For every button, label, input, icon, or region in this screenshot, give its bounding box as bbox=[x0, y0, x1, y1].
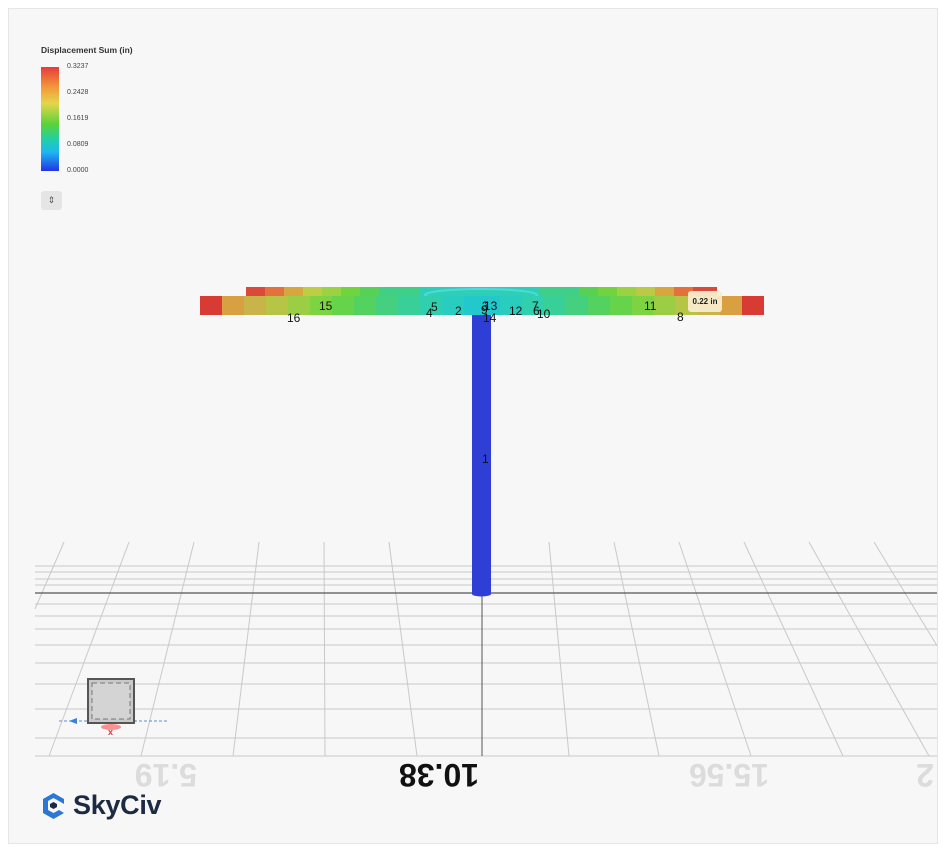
legend-color-scale bbox=[41, 67, 59, 171]
node-label-7: 7 bbox=[532, 299, 539, 313]
legend-tick-4: 0.0809 bbox=[67, 141, 89, 148]
legend-tick-max: 0.3237 bbox=[67, 63, 89, 70]
node-label-4: 4 bbox=[426, 306, 433, 320]
node-label-1: 1 bbox=[482, 452, 489, 466]
view-cube-icon[interactable]: x bbox=[57, 675, 169, 737]
model-viewport[interactable]: 5.19 10.38 15.56 2 bbox=[8, 8, 938, 844]
axis-label-5-19: 5.19 bbox=[135, 757, 197, 793]
node-label-15: 15 bbox=[319, 299, 333, 313]
node-label-8: 8 bbox=[677, 310, 684, 324]
skyciv-logo-icon bbox=[43, 793, 64, 819]
node-label-14: 14 bbox=[483, 311, 497, 325]
displacement-legend: Displacement Sum (in) 0.3237 0.2428 0.16… bbox=[41, 45, 181, 174]
brand-name: SkyCiv bbox=[73, 790, 162, 820]
legend-toggle-button[interactable]: ⇕ bbox=[41, 191, 62, 210]
brand-logo: SkyCiv bbox=[40, 790, 162, 821]
node-label-16: 16 bbox=[287, 311, 301, 325]
legend-tick-3: 0.1619 bbox=[67, 115, 89, 122]
node-label-9: 9 bbox=[481, 303, 488, 317]
displacement-tooltip: 0.22 in bbox=[688, 291, 722, 312]
node-label-10: 10 bbox=[537, 307, 551, 321]
axis-labels: 5.19 10.38 15.56 2 bbox=[135, 757, 934, 793]
node-label-3: 3 bbox=[482, 299, 489, 313]
axis-label-15-56: 15.56 bbox=[689, 757, 769, 793]
ground-grid bbox=[34, 541, 937, 757]
legend-tick-min: 0.0000 bbox=[67, 167, 89, 174]
node-label-5: 5 bbox=[431, 300, 438, 314]
slab-front-row[interactable] bbox=[200, 296, 764, 315]
node-label-12: 12 bbox=[509, 304, 523, 318]
node-label-13: 13 bbox=[484, 299, 498, 313]
node-labels: 16 15 5 4 2 9 3 13 14 12 7 6 10 11 8 1 bbox=[287, 299, 684, 466]
legend-title: Displacement Sum (in) bbox=[41, 45, 133, 55]
axis-label-edge: 2 bbox=[916, 757, 934, 793]
node-label-6: 6 bbox=[533, 304, 540, 318]
view-cube-x-label: x bbox=[108, 727, 113, 737]
node-label-2: 2 bbox=[455, 304, 462, 318]
column-member[interactable] bbox=[472, 309, 491, 597]
up-down-arrow-icon: ⇕ bbox=[47, 195, 56, 205]
axis-label-10-38: 10.38 bbox=[399, 757, 479, 793]
node-label-11: 11 bbox=[644, 299, 657, 313]
3d-scene[interactable]: 5.19 10.38 15.56 2 bbox=[9, 9, 938, 844]
legend-tick-2: 0.2428 bbox=[67, 89, 89, 96]
